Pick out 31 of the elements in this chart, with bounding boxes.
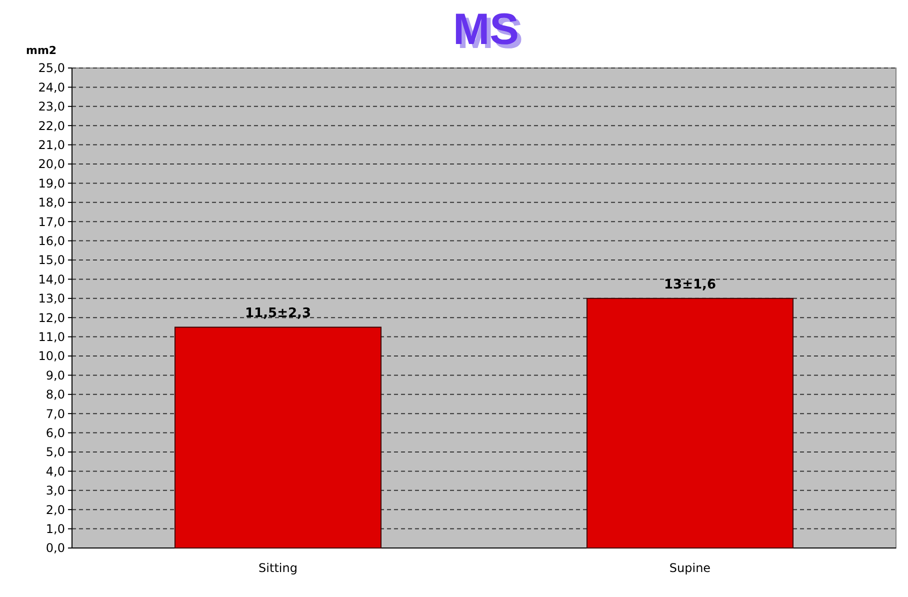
y-axis-title: mm2 <box>26 44 57 57</box>
y-tick-label: 2,0 <box>46 502 65 517</box>
y-tick-label: 4,0 <box>46 464 65 478</box>
x-tick-label: Sitting <box>258 561 298 575</box>
y-tick-label: 16,0 <box>38 234 65 248</box>
y-tick-label: 13,0 <box>38 292 65 306</box>
y-tick-label: 10,0 <box>38 349 65 364</box>
data-label: 11,5±2,3 <box>245 306 311 322</box>
y-tick-label: 24,0 <box>38 80 65 94</box>
y-tick-label: 19,0 <box>38 176 65 190</box>
x-tick-label: Supine <box>669 561 711 575</box>
y-tick-label: 23,0 <box>38 100 65 114</box>
y-tick-label: 6,0 <box>46 426 65 440</box>
y-tick-label: 21,0 <box>38 138 65 152</box>
y-tick-label: 20,0 <box>38 157 65 172</box>
y-tick-label: 14,0 <box>38 272 65 286</box>
y-tick-label: 1,0 <box>46 522 65 536</box>
y-tick-label: 8,0 <box>46 388 65 402</box>
y-tick-label: 9,0 <box>46 368 65 382</box>
y-tick-label: 11,0 <box>38 330 65 344</box>
y-tick-label: 3,0 <box>46 484 65 498</box>
y-tick-label: 15,0 <box>38 253 65 268</box>
y-tick-label: 0,0 <box>46 541 65 556</box>
y-tick-label: 18,0 <box>38 196 65 210</box>
y-tick-label: 7,0 <box>46 406 65 421</box>
y-tick-label: 25,0 <box>38 61 65 76</box>
y-tick-label: 5,0 <box>46 445 65 460</box>
y-tick-label: 12,0 <box>38 310 65 325</box>
data-label: 13±1,6 <box>664 277 716 292</box>
y-tick-label: 17,0 <box>38 214 65 229</box>
y-tick-label: 22,0 <box>38 118 65 133</box>
